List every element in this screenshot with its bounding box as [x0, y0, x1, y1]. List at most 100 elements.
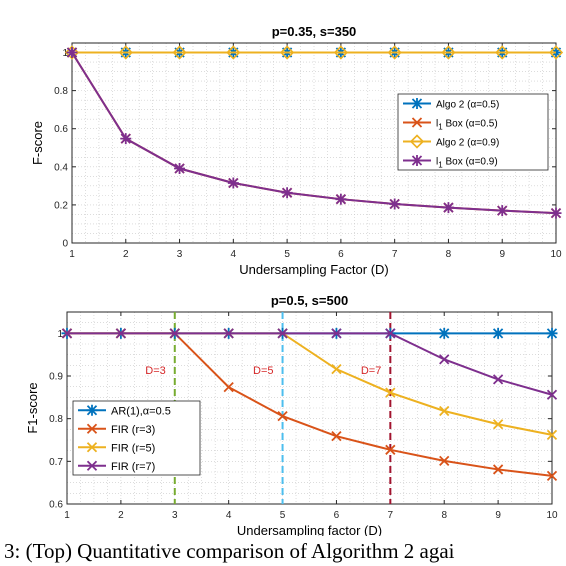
x-tick-label: 6 — [338, 249, 344, 260]
legend-marker — [411, 155, 423, 166]
legend-marker — [86, 423, 98, 434]
data-point — [385, 387, 396, 398]
data-point — [546, 429, 558, 441]
axes-box — [66, 311, 553, 505]
data-point — [174, 163, 186, 175]
figure-caption: 3: (Top) Quantitative comparison of Algo… — [4, 539, 455, 563]
data-point — [335, 193, 347, 205]
data-point — [331, 328, 342, 339]
legend-label: AR(1),α=0.5 — [111, 405, 171, 417]
series-line — [71, 51, 557, 215]
data-point — [118, 45, 133, 60]
x-tick-label: 1 — [64, 510, 70, 521]
y-axis-label: F1-score — [25, 382, 40, 433]
data-point — [387, 45, 402, 60]
data-point — [61, 328, 73, 339]
data-point — [223, 381, 234, 393]
x-tick-label: 4 — [231, 249, 237, 260]
data-point — [438, 327, 450, 339]
x-axis-label: Undersampling factor (D) — [237, 523, 382, 536]
data-point — [277, 328, 288, 339]
data-point — [439, 455, 450, 467]
x-tick-label: 7 — [388, 510, 394, 521]
y-tick-label: 0.9 — [49, 372, 63, 383]
legend-label: FIR (r=7) — [111, 461, 155, 473]
x-tick-label: 9 — [495, 510, 501, 521]
data-point — [389, 198, 401, 210]
x-tick-label: 9 — [499, 249, 505, 260]
data-point — [226, 45, 241, 60]
data-point — [550, 207, 562, 219]
data-point — [277, 410, 288, 422]
chart-title: p=0.35, s=350 — [272, 24, 357, 39]
x-tick-label: 8 — [446, 249, 452, 260]
data-point — [66, 47, 78, 59]
data-point — [439, 354, 450, 365]
x-tick-label: 4 — [226, 510, 232, 521]
x-tick-label: 1 — [69, 249, 75, 260]
reference-line-label: D=3 — [145, 365, 166, 377]
legend-label: l1 Box (α=0.5) — [436, 119, 498, 132]
y-tick-label: 0.8 — [49, 414, 63, 425]
data-point — [441, 45, 456, 60]
data-point — [172, 45, 187, 60]
legend-label: Algo 2 (α=0.9) — [436, 138, 499, 149]
data-point — [115, 328, 127, 339]
data-point — [492, 327, 504, 339]
y-tick-label: 0.8 — [54, 86, 68, 97]
legend-marker — [411, 98, 423, 109]
chart-panel-2: 1 2 3 4 5 6 7 8 9 10 0.6 0.7 0.8 0.9 1 p=0.5, s=500 Unde… — [25, 293, 558, 536]
x-tick-label: 5 — [284, 249, 290, 260]
legend-marker — [86, 442, 98, 453]
data-point — [492, 374, 504, 385]
data-point — [548, 45, 564, 60]
x-tick-label: 2 — [118, 510, 124, 521]
y-tick-label: 0.6 — [54, 124, 68, 135]
data-point — [385, 328, 396, 339]
data-point — [492, 419, 504, 430]
data-point — [492, 464, 504, 475]
data-point — [169, 328, 180, 339]
x-tick-label: 2 — [123, 249, 129, 260]
y-tick-label: 1 — [57, 329, 63, 340]
data-point — [546, 470, 558, 481]
legend-label: Algo 2 (α=0.5) — [436, 100, 499, 111]
legend-marker — [411, 117, 423, 128]
axes-box — [71, 42, 557, 244]
data-point — [385, 444, 396, 455]
legend-marker — [409, 134, 425, 149]
x-tick-label: 7 — [392, 249, 398, 260]
x-tick-label: 3 — [177, 249, 183, 260]
data-point — [496, 205, 508, 217]
legend-marker — [86, 404, 98, 416]
data-point — [442, 202, 454, 214]
data-point — [439, 405, 450, 417]
chart-panel-1: 1 2 3 4 5 6 7 8 9 10 0 0.2 0.4 0.6 0.8 1 p=0.35, s=350 Un… — [30, 24, 564, 277]
data-point — [227, 177, 239, 189]
x-tick-label: 5 — [280, 510, 286, 521]
reference-line-label: D=5 — [253, 365, 274, 377]
x-tick-label: 6 — [334, 510, 340, 521]
series-line — [67, 332, 553, 396]
legend-marker — [86, 460, 98, 471]
y-tick-label: 1 — [62, 48, 68, 59]
x-tick-label: 10 — [546, 510, 558, 521]
x-tick-label: 10 — [550, 249, 562, 260]
data-point — [64, 45, 80, 60]
y-tick-label: 0.2 — [54, 200, 68, 211]
data-point — [281, 187, 293, 199]
x-tick-label: 3 — [172, 510, 178, 521]
y-axis-label: F-score — [30, 121, 45, 165]
y-tick-label: 0.7 — [49, 457, 63, 468]
legend-label: FIR (r=5) — [111, 442, 155, 454]
y-tick-label: 0 — [62, 239, 68, 250]
data-point — [546, 389, 558, 400]
data-point — [120, 133, 132, 145]
data-point — [546, 327, 558, 339]
x-tick-label: 8 — [441, 510, 447, 521]
x-axis-label: Undersampling Factor (D) — [239, 262, 389, 277]
figure: 1 2 3 4 5 6 7 8 9 10 0 0.2 0.4 0.6 0.8 1 p=0.35, s=350 Un… — [25, 24, 564, 536]
legend-label: FIR (r=3) — [111, 424, 155, 436]
legend — [397, 93, 549, 171]
y-tick-label: 0.4 — [54, 162, 68, 173]
